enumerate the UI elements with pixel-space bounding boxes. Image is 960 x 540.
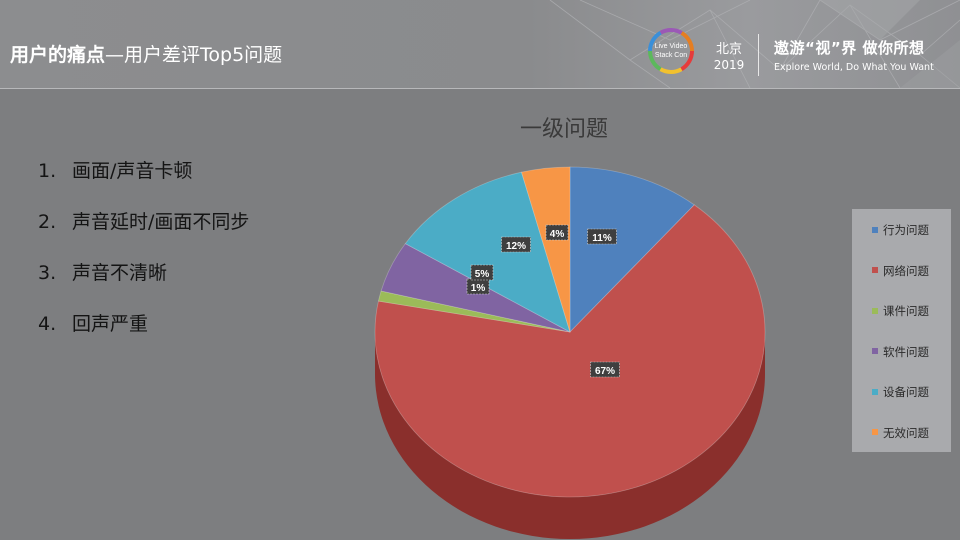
legend-item-1: 行为问题 [872,222,929,238]
issue-num: 1. [38,160,57,182]
legend-swatch [872,307,878,314]
legend-swatch [872,429,878,435]
event-year: 2019 [713,58,745,72]
legend-label: 网络问题 [883,263,929,278]
slice-2-depth [375,332,765,539]
slice-6-label: 4% [545,224,569,241]
issue-text: 声音不清晰 [72,262,168,284]
issue-list: 1. 画面/声音卡顿 2. 声音延时/画面不同步 3. 声音不清晰 4. 回声严重 [38,156,249,360]
slice-6 [520,166,571,333]
slice-1-label: 11% [587,228,617,245]
svg-text:1%: 1% [471,283,486,294]
chart-title: 一级问题 [520,117,608,142]
issue-num: 2. [38,211,57,233]
page-title: 用户的痛点—用户差评Top5问题 [10,40,282,67]
legend-label: 设备问题 [883,385,929,399]
legend-item-6: 无效问题 [872,425,929,441]
issue-item-3: 3. 声音不清晰 [38,258,249,309]
chart-legend: 行为问题网络问题课件问题软件问题设备问题无效问题 [852,209,951,452]
slice-2 [374,204,766,498]
legend-item-5: 设备问题 [872,384,929,400]
legend-swatch [872,267,878,273]
slice-1 [569,166,695,333]
slice-3-label: 1% [466,278,490,295]
logo-text-2: Stack Con [655,52,687,59]
page-title-rest: —用户差评Top5问题 [105,44,283,66]
pie-slices [374,166,766,498]
issue-text: 画面/声音卡顿 [72,160,193,182]
event-city: 北京 2019 [712,38,746,72]
legend-item-3: 课件问题 [872,303,929,319]
issue-num: 4. [38,313,57,335]
issue-item-4: 4. 回声严重 [38,309,249,360]
slogan-cn: 遨游“视”界 做你所想 [774,39,925,57]
legend-swatch [872,348,878,354]
issue-text: 回声严重 [72,313,149,335]
slice-2-label: 67% [590,361,620,378]
legend-label: 无效问题 [883,425,929,440]
svg-text:4%: 4% [550,229,565,240]
slice-3 [377,290,571,333]
legend-swatch [872,226,878,233]
issue-text: 声音延时/画面不同步 [72,211,250,233]
issue-item-2: 2. 声音延时/画面不同步 [38,207,249,258]
svg-text:11%: 11% [592,233,612,244]
svg-text:12%: 12% [506,241,526,252]
header-decoration [549,0,960,88]
slice-4-label: 5% [470,264,494,281]
pie-depth [375,332,765,539]
slogan: 遨游“视”界 做你所想 Explore World, Do What You W… [774,37,934,73]
legend-label: 课件问题 [883,304,929,318]
svg-text:67%: 67% [595,366,615,377]
issue-num: 3. [38,262,57,284]
conference-logo: Live Video Stack Con [648,28,694,74]
pie-data-labels: 11% 67% 1% 5% 12% 4% [466,224,620,378]
event-city-name: 北京 [715,42,742,57]
header-bar: 用户的痛点—用户差评Top5问题 Live Video Stack Con 北京… [0,0,960,89]
svg-text:5%: 5% [475,269,490,280]
legend-swatch [872,388,878,395]
logo-text-1: Live Video [655,43,688,50]
header-divider [758,34,759,76]
issue-item-1: 1. 画面/声音卡顿 [38,156,249,207]
page-title-bold: 用户的痛点 [10,44,106,66]
slogan-en: Explore World, Do What You Want [774,62,934,73]
legend-item-4: 软件问题 [872,344,929,360]
legend-item-2: 网络问题 [872,263,929,279]
slice-5 [404,171,571,333]
legend-label: 行为问题 [883,223,929,237]
legend-label: 软件问题 [883,344,929,359]
slice-5-label: 12% [501,236,531,253]
